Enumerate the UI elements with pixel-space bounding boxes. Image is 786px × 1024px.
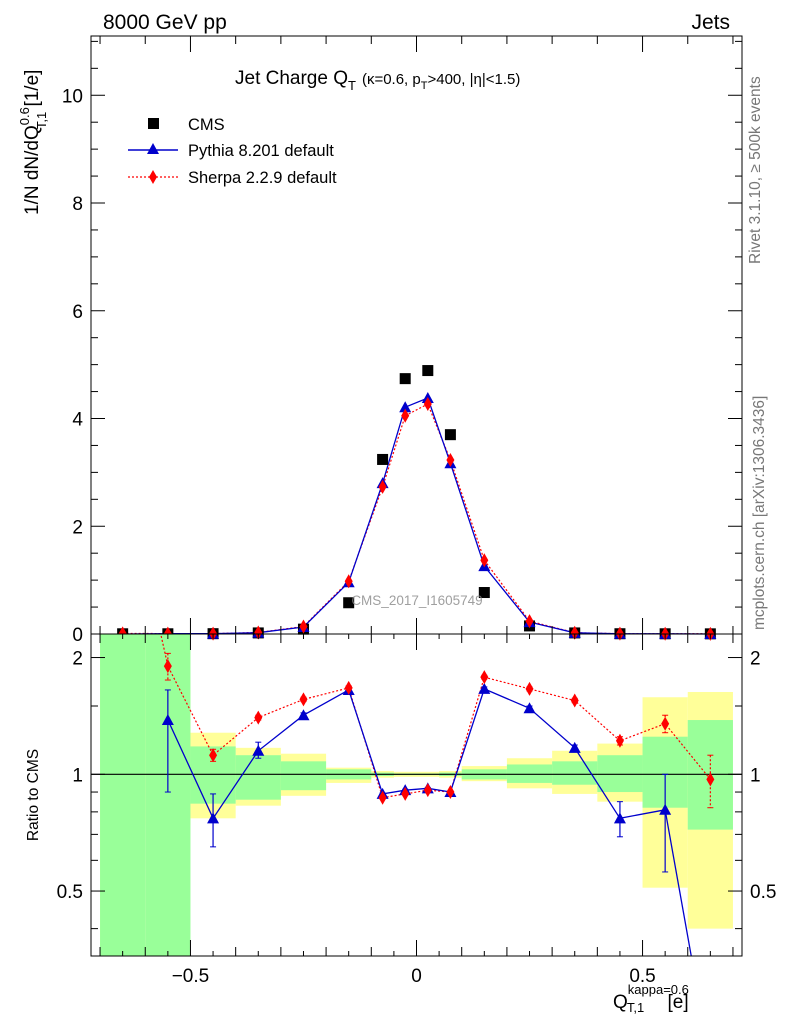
sherpa-ratio-point [378, 790, 387, 805]
cms-point [422, 365, 434, 377]
sherpa-ratio-line [160, 634, 711, 799]
sherpa-ratio-point [401, 786, 410, 801]
ratio-y-tick-label: 1 [72, 765, 83, 786]
sherpa-ratio-point [254, 710, 263, 725]
ratio-panel: 0.5 0.5 1 1 2 2 −0.5 0 0.5 Ratio to CMS Qkappa=0… [25, 496, 776, 1015]
pythia-ratio-point [568, 741, 581, 753]
sherpa-ratio-point [163, 659, 172, 674]
rivet-version-label: Rivet 3.1.10, ≥ 500k events [747, 76, 764, 264]
main-y-axis-label: 1/N dN/dQ0.6 T,1 [1/e] [17, 70, 49, 215]
sherpa-point [254, 625, 263, 640]
sherpa-point [344, 574, 353, 589]
ratio-y-axis-label: Ratio to CMS [25, 749, 42, 841]
pythia-ratio-point [297, 709, 310, 721]
sherpa-point [480, 553, 489, 568]
legend-label-pythia: Pythia 8.201 default [188, 142, 334, 160]
title-main-sub: T [348, 78, 356, 93]
stat-uncertainty-band [235, 755, 281, 800]
pythia-ratio-point [161, 714, 174, 726]
pythia-ratio-point [523, 702, 536, 714]
sherpa-ratio-point [706, 772, 715, 787]
legend: CMS Pythia 8.201 default Sherpa 2.2.9 de… [128, 116, 337, 187]
ratio-y-tick-label: 2 [72, 649, 83, 670]
sherpa-point [401, 408, 410, 423]
main-ticks: 0 2 4 6 8 10 [62, 36, 742, 646]
xlabel-a: Q [613, 992, 628, 1013]
ratio-y-tick-label-right: 1 [750, 765, 761, 786]
pythia-ratio-point [252, 744, 265, 756]
ratio-y-tick-label: 0.5 [57, 882, 83, 903]
stat-uncertainty-band [552, 761, 598, 785]
ratio-x-axis-label: Qkappa=0.6 T,1 [e] [613, 982, 689, 1015]
main-title: Jet Charge QT (κ=0.6, pT>400, |η|<1.5) [235, 68, 520, 93]
ratio-x-tick-label: −0.5 [172, 966, 210, 987]
mcplots-label: mcplots.cern.ch [arXiv:1306.3436] [751, 396, 768, 630]
main-y-tick-label: 2 [72, 517, 83, 538]
stat-uncertainty-band [145, 634, 191, 956]
sherpa-point [446, 452, 455, 467]
cms-point [444, 429, 456, 441]
sherpa-ratio-point [570, 693, 579, 708]
watermark: CMS_2017_I1605749 [351, 593, 482, 608]
main-y-tick-label: 4 [72, 410, 83, 431]
sherpa-ratio-point [615, 733, 624, 748]
cms-point [377, 453, 389, 465]
xlabel-b: [e] [662, 992, 688, 1013]
xlabel-sup: kappa=0.6 [628, 982, 689, 997]
pythia-ratio-point [659, 803, 672, 815]
ylabel-sub: T,1 [34, 112, 49, 129]
ylabel-sup: 0.6 [17, 107, 32, 125]
title-main: Jet Charge Q [235, 68, 348, 89]
sherpa-ratio-point [128, 496, 136, 510]
sherpa-ratio-point [344, 680, 353, 695]
sherpa-ratio-point [446, 785, 455, 800]
title-cond-b: >400, |η|<1.5) [427, 71, 520, 88]
pythia-ratio-point [478, 682, 491, 694]
pythia-ratio-point [613, 812, 626, 824]
legend-label-cms: CMS [188, 116, 225, 134]
ratio-y-tick-label-right: 0.5 [750, 882, 776, 903]
main-y-tick-label: 8 [72, 194, 83, 215]
ylabel-b: [1/e] [22, 70, 43, 112]
ratio-x-tick-label: 0 [411, 966, 422, 987]
sherpa-ratio-point [209, 748, 218, 763]
sherpa-ratio-point [661, 716, 670, 731]
pythia-point [399, 401, 412, 413]
cms-point [343, 597, 355, 609]
header-right-label: Jets [691, 11, 730, 34]
sherpa-ratio-point [525, 681, 534, 696]
sherpa-ratio-point [299, 692, 308, 707]
ratio-plot-marks [91, 496, 742, 956]
stat-uncertainty-band [100, 634, 146, 956]
xlabel-sub: T,1 [627, 1000, 644, 1015]
stat-uncertainty-band [597, 755, 643, 793]
main-y-tick-label: 6 [72, 302, 83, 323]
sherpa-point [525, 614, 534, 629]
legend-marker-sherpa [149, 170, 157, 184]
main-y-tick-label: 0 [72, 625, 83, 646]
cms-point [478, 587, 490, 599]
legend-marker-pythia [147, 143, 159, 154]
pythia-ratio-point [207, 812, 220, 824]
ratio-ticks: 0.5 0.5 1 1 2 2 −0.5 0 0.5 [57, 634, 776, 987]
sherpa-point [378, 479, 387, 494]
sherpa-ratio-point [423, 783, 432, 798]
cms-point [399, 373, 411, 385]
sherpa-point [299, 619, 308, 634]
main-y-tick-label: 10 [62, 86, 83, 107]
ratio-x-tick-label: 0.5 [629, 966, 655, 987]
ylabel-a: 1/N dN/dQ [22, 125, 43, 215]
legend-marker-cms [148, 118, 159, 129]
sherpa-ratio-point [480, 670, 489, 685]
title-cond-a: (κ=0.6, p [362, 71, 421, 88]
title-cond-sub: T [421, 80, 428, 92]
ratio-y-tick-label-right: 2 [750, 649, 761, 670]
sherpa-point [570, 625, 579, 640]
legend-label-sherpa: Sherpa 2.2.9 default [188, 169, 337, 187]
sherpa-point [423, 396, 432, 411]
header-left-label: 8000 GeV pp [103, 11, 227, 34]
stat-uncertainty-band [280, 761, 327, 791]
